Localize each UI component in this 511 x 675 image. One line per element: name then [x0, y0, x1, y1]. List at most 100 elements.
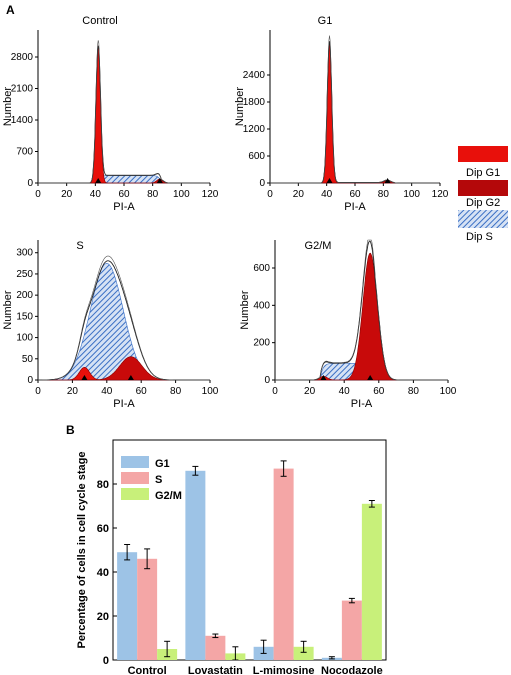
- x-tick-label: 60: [136, 386, 148, 397]
- legend-g2-label: Dip G2: [466, 197, 500, 209]
- g2-peak-marker: [367, 375, 374, 380]
- x-tick-label: 20: [61, 189, 73, 200]
- x-axis-label: PI-A: [113, 398, 135, 410]
- panel-label-a: A: [6, 3, 15, 17]
- y-tick-label: 80: [97, 479, 109, 491]
- y-tick-label: 0: [103, 655, 109, 667]
- y-axis-label: Number: [2, 290, 14, 329]
- x-tick-label: 60: [118, 189, 130, 200]
- y-tick-label: 0: [259, 178, 265, 189]
- x-tick-label: 0: [35, 386, 41, 397]
- y-tick-label: 250: [16, 269, 33, 280]
- histogram-title: G1: [318, 15, 333, 27]
- legend-g2-swatch: [458, 180, 508, 196]
- bar-s: [341, 600, 362, 660]
- g1-peak-marker: [320, 375, 327, 380]
- y-tick-label: 100: [16, 333, 33, 344]
- x-tick-label: 80: [378, 189, 390, 200]
- legend-swatch: [121, 456, 149, 468]
- x-tick-label: 80: [170, 386, 182, 397]
- x-tick-label: 0: [267, 189, 273, 200]
- x-tick-label: 40: [90, 189, 102, 200]
- histogram-title: G2/M: [305, 240, 332, 252]
- g1-peak-marker: [326, 178, 333, 183]
- y-axis-label: Number: [2, 87, 14, 126]
- bar-s: [273, 468, 294, 660]
- bar-g2m: [293, 646, 314, 660]
- legend-g1-swatch: [458, 146, 508, 162]
- y-tick-label: 600: [248, 151, 265, 162]
- x-tick-label: 0: [272, 386, 278, 397]
- total-fit-line: [38, 45, 210, 184]
- x-tick-label: 40: [321, 189, 333, 200]
- y-tick-label: 40: [97, 567, 109, 579]
- plot-frame: [112, 439, 387, 661]
- x-tick-label: Lovastatin: [188, 665, 243, 675]
- total-fit-line: [270, 41, 440, 184]
- g2-peak-marker: [156, 178, 163, 183]
- y-tick-label: 60: [97, 523, 109, 535]
- y-tick-label: 300: [16, 248, 33, 259]
- dip-g1-area: [38, 45, 210, 184]
- y-axis-label: Number: [234, 87, 246, 126]
- x-tick-label: 60: [349, 189, 361, 200]
- x-tick-label: 20: [293, 189, 305, 200]
- panel-label-b: B: [66, 423, 75, 437]
- legend-swatch: [121, 488, 149, 500]
- g1-peak-marker: [95, 178, 102, 183]
- y-tick-label: 1400: [11, 115, 34, 126]
- g2-peak-marker: [127, 375, 134, 380]
- raw-histogram-line: [275, 239, 448, 381]
- x-tick-label: 100: [440, 386, 457, 397]
- y-tick-label: 2800: [11, 52, 34, 63]
- bar-g1: [185, 470, 206, 660]
- y-tick-label: 1200: [243, 124, 266, 135]
- legend-label: S: [155, 474, 162, 486]
- legend-label: G1: [155, 458, 170, 470]
- y-tick-label: 400: [253, 300, 270, 311]
- y-tick-label: 2400: [243, 70, 266, 81]
- y-tick-label: 50: [22, 354, 34, 365]
- y-tick-label: 0: [264, 375, 270, 386]
- raw-histogram-line: [270, 35, 440, 184]
- y-tick-label: 600: [253, 263, 270, 274]
- y-tick-label: 1800: [243, 97, 266, 108]
- x-tick-label: 0: [35, 189, 41, 200]
- x-tick-label: 40: [339, 386, 351, 397]
- x-tick-label: 20: [304, 386, 316, 397]
- raw-histogram-line: [38, 255, 210, 381]
- histogram-title: S: [76, 240, 83, 252]
- dip-s-area: [38, 175, 210, 184]
- x-tick-label: Control: [128, 665, 167, 675]
- bar-chart: 0 20 40 60 80 Percentage of cells in cell cyc…: [76, 439, 387, 675]
- x-axis-label: PI-A: [351, 398, 373, 410]
- histogram-title: Control: [82, 15, 117, 27]
- legend-s-swatch: [458, 210, 508, 228]
- histogram-3: 0 20 40 60 80 100 0 50 100 150 200 250 300 S PI-A Numbe…: [2, 240, 219, 410]
- bar-g1: [117, 552, 138, 660]
- y-tick-label: 20: [97, 611, 109, 623]
- x-tick-label: 40: [101, 386, 113, 397]
- y-tick-label: 150: [16, 311, 33, 322]
- histogram-4: 0 20 40 60 80 100 0 200 400 600 G2/M PI-A Number: [239, 239, 457, 410]
- x-tick-label: 100: [202, 386, 219, 397]
- y-axis-label: Percentage of cells in cell cycle stage: [76, 452, 88, 649]
- x-tick-label: 100: [173, 189, 190, 200]
- histogram-1: 0 20 40 60 80 100 120 0 700 1400 2100 2800 Control PI…: [2, 15, 219, 213]
- x-tick-label: 120: [432, 189, 449, 200]
- x-tick-label: 60: [373, 386, 385, 397]
- raw-histogram-line: [38, 40, 210, 184]
- legend-a: Dip G1 Dip G2 Dip S: [458, 146, 508, 243]
- y-tick-label: 0: [27, 178, 33, 189]
- legend-g1-label: Dip G1: [466, 167, 500, 179]
- y-tick-label: 700: [16, 147, 33, 158]
- x-tick-label: 120: [202, 189, 219, 200]
- g2-peak-marker: [384, 178, 391, 183]
- x-tick-label: 80: [408, 386, 420, 397]
- x-tick-label: 20: [67, 386, 79, 397]
- g1-peak-marker: [81, 375, 88, 380]
- bar-s: [205, 635, 226, 660]
- x-tick-label: L-mimosine: [253, 665, 315, 675]
- x-axis-label: PI-A: [113, 201, 135, 213]
